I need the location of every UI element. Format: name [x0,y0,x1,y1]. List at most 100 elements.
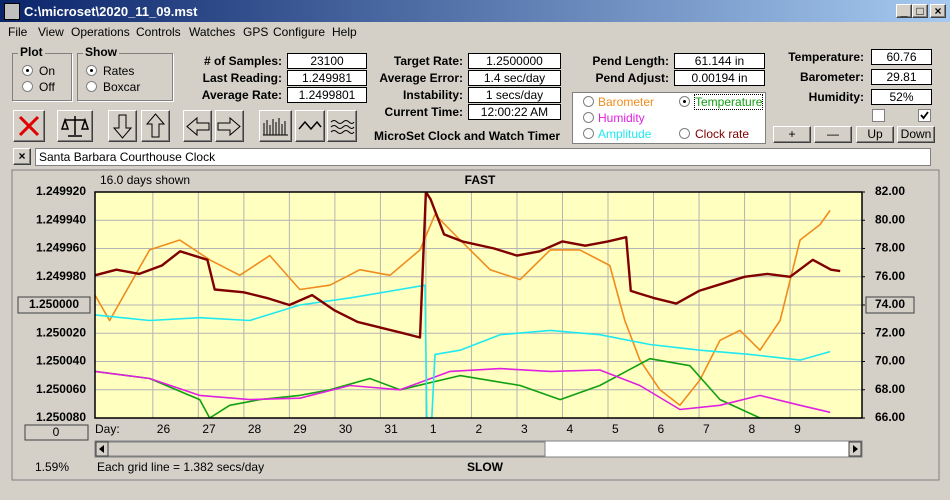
icon [263,118,288,136]
plus-button[interactable]: + [773,126,811,143]
scroll-thumb[interactable] [107,441,546,457]
scale-button[interactable] [57,110,93,142]
field-value: 61.144 in [674,53,765,69]
close-clock-button[interactable]: × [13,148,31,165]
menu-item[interactable]: Operations [71,25,130,39]
field-label: Average Rate: [201,88,282,102]
menu-item[interactable]: Controls [136,25,181,39]
y2-tick-label: 70.00 [875,354,905,368]
menu-item[interactable]: View [38,25,64,39]
menu-item[interactable]: File [8,25,28,39]
field-label: Humidity: [808,90,864,104]
wave-button[interactable] [295,110,325,142]
field-label: Average Error: [379,71,463,85]
x-tick-label: 31 [384,422,398,436]
field-value: 23100 [287,53,367,69]
y-tick-label: 1.250060 [36,382,86,396]
radio[interactable] [86,81,97,92]
field-value: 29.81 [871,69,932,85]
x-tick-label: 28 [248,422,262,436]
minus-button[interactable]: — [814,126,852,143]
legend-label: Barometer [598,95,655,109]
icon [298,120,322,131]
field-label: Target Rate: [393,54,463,68]
left-button[interactable] [183,110,212,142]
checkbox[interactable] [918,109,931,122]
top-label: FAST [465,173,496,187]
icon [18,115,40,137]
y2-tick-label: 80.00 [875,212,905,226]
icon [186,116,210,137]
x-tick-label: 8 [749,422,756,436]
minimize-button[interactable]: _ [896,4,912,18]
title-bar [0,0,950,22]
radio[interactable] [86,65,97,76]
series-line [95,284,831,418]
icon [330,120,355,134]
field-value: 1.2499801 [287,87,367,103]
y-tick-button [17,296,91,314]
radio[interactable] [583,128,594,139]
legend-label: Humidity [598,111,645,125]
check-mark [920,111,929,120]
icon [112,114,133,139]
waves-button[interactable] [327,110,357,142]
group-title: Show [83,45,119,59]
chart-subtitle: 16.0 days shown [100,173,190,187]
radio[interactable] [583,96,594,107]
field-value: 52% [871,89,932,105]
legend-label: Clock rate [695,127,750,141]
y2-tick-label: 78.00 [875,241,905,255]
down-button[interactable] [108,110,137,142]
field-label: Pend Adjust: [595,71,669,85]
radio[interactable] [583,112,594,123]
legend-label: Temperature [693,94,764,110]
zoom-button[interactable] [24,424,89,441]
series-line [95,209,831,407]
field-label: Barometer: [799,70,864,84]
x-tick-label: 2 [475,422,482,436]
icon [217,116,241,137]
y2-tick-label: 74.00 [875,297,905,311]
radio-label: Boxcar [103,80,141,94]
field-value: 1.4 sec/day [468,70,561,86]
field-value: 0.00194 in [674,70,765,86]
radio-label: Off [39,80,55,94]
app-icon [4,3,20,20]
up-button[interactable]: Up [856,126,894,143]
up-button[interactable] [141,110,170,142]
clear-button[interactable] [13,110,45,142]
menu-item[interactable]: Watches [189,25,236,39]
right-button[interactable] [215,110,244,142]
bars-button[interactable] [259,110,292,142]
close-button[interactable]: × [930,4,946,18]
menu-item[interactable]: Help [332,25,357,39]
field-value: 1 secs/day [468,87,561,103]
radio[interactable] [679,96,690,107]
percent: 1.59% [35,460,69,474]
field-value: 1.249981 [287,70,367,86]
x-tick-label: 26 [157,422,171,436]
x-tick-label: 29 [293,422,307,436]
field-label: Last Reading: [202,71,282,85]
menu-item[interactable]: GPS [243,25,269,39]
menu-item[interactable]: Configure [273,25,326,39]
clock-name[interactable]: Santa Barbara Courthouse Clock [35,148,931,166]
checkbox[interactable] [872,109,885,122]
y-tick-label: 1.249940 [36,212,86,226]
show-group [77,53,173,101]
field-label: Current Time: [384,105,463,119]
note: Each grid line = 1.382 secs/day [97,460,264,474]
series-line [95,192,841,339]
radio[interactable] [679,128,690,139]
down-button[interactable]: Down [897,126,935,143]
x-tick-label: 27 [202,422,216,436]
maximize-button[interactable]: □ [912,4,928,18]
legend-box [572,92,766,144]
radio[interactable] [22,65,33,76]
y-tick-label: 1.249920 [36,184,86,198]
series-line [95,367,831,414]
radio[interactable] [22,81,33,92]
y-tick-label: 1.249960 [36,241,86,255]
